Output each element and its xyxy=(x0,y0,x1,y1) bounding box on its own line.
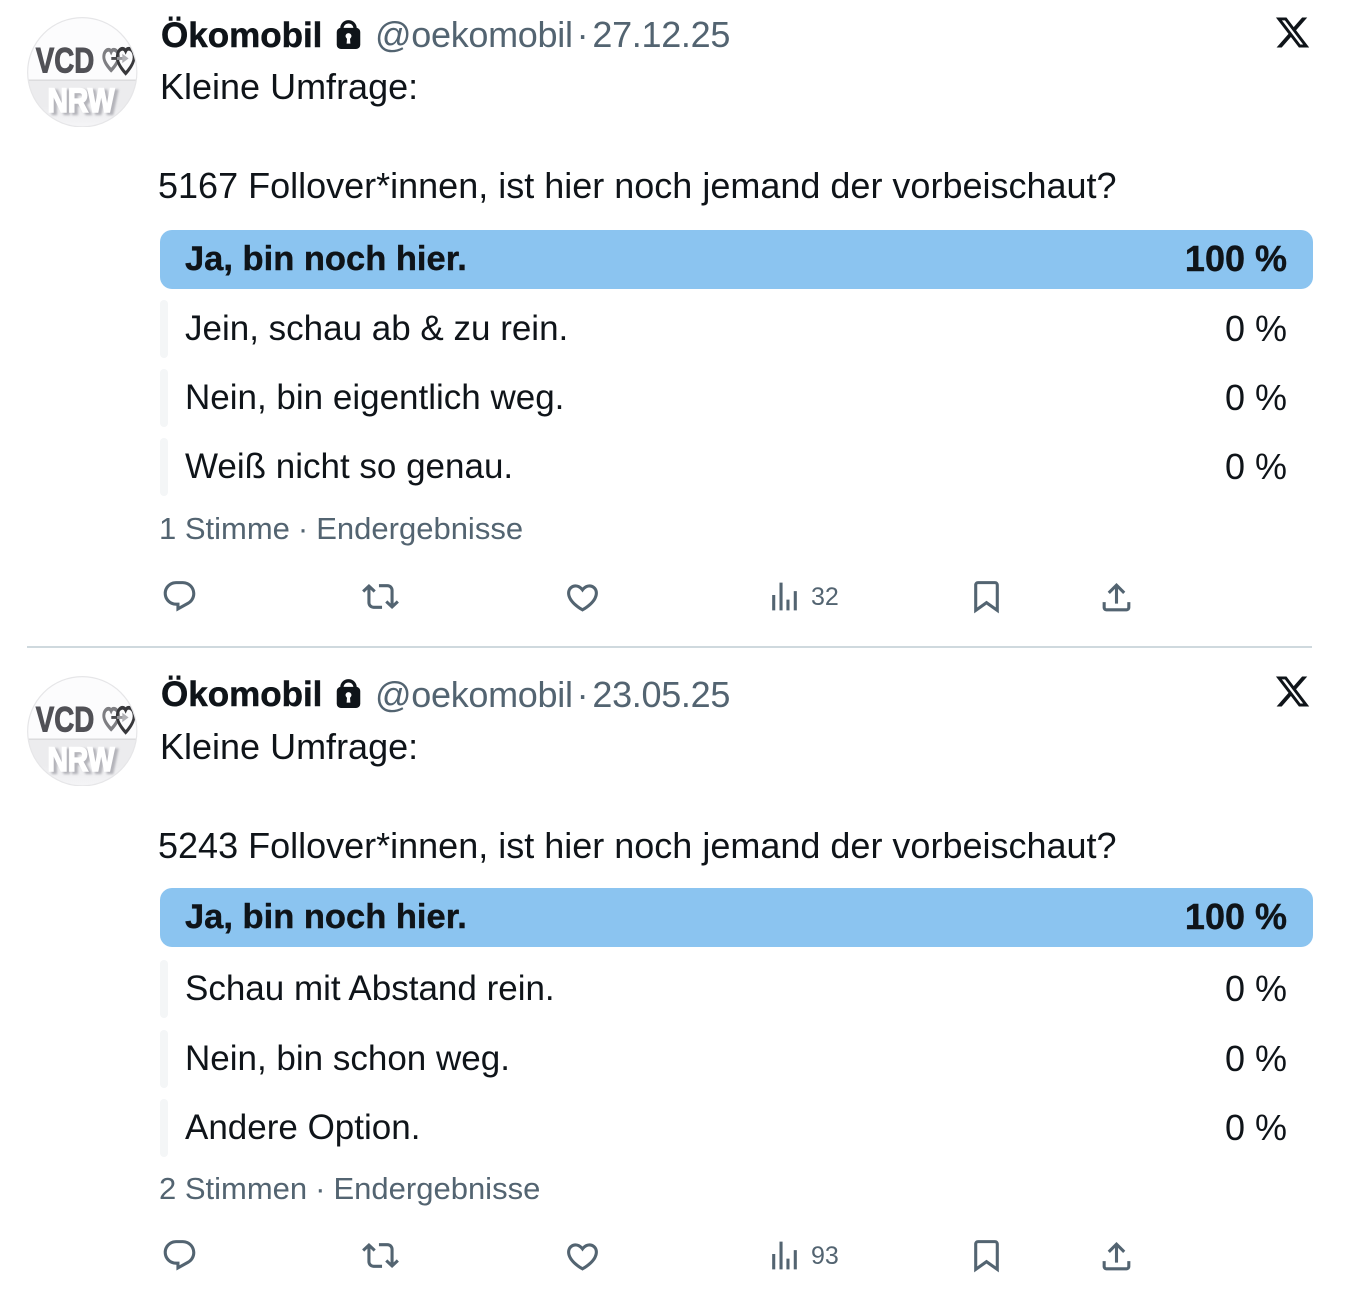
svg-text:NRW: NRW xyxy=(51,743,119,781)
svg-text:VCD: VCD xyxy=(36,41,95,80)
svg-text:NRW: NRW xyxy=(48,741,116,779)
svg-text:NRW: NRW xyxy=(51,84,119,122)
svg-text:NRW: NRW xyxy=(48,82,116,120)
svg-text:VCD: VCD xyxy=(36,700,95,739)
